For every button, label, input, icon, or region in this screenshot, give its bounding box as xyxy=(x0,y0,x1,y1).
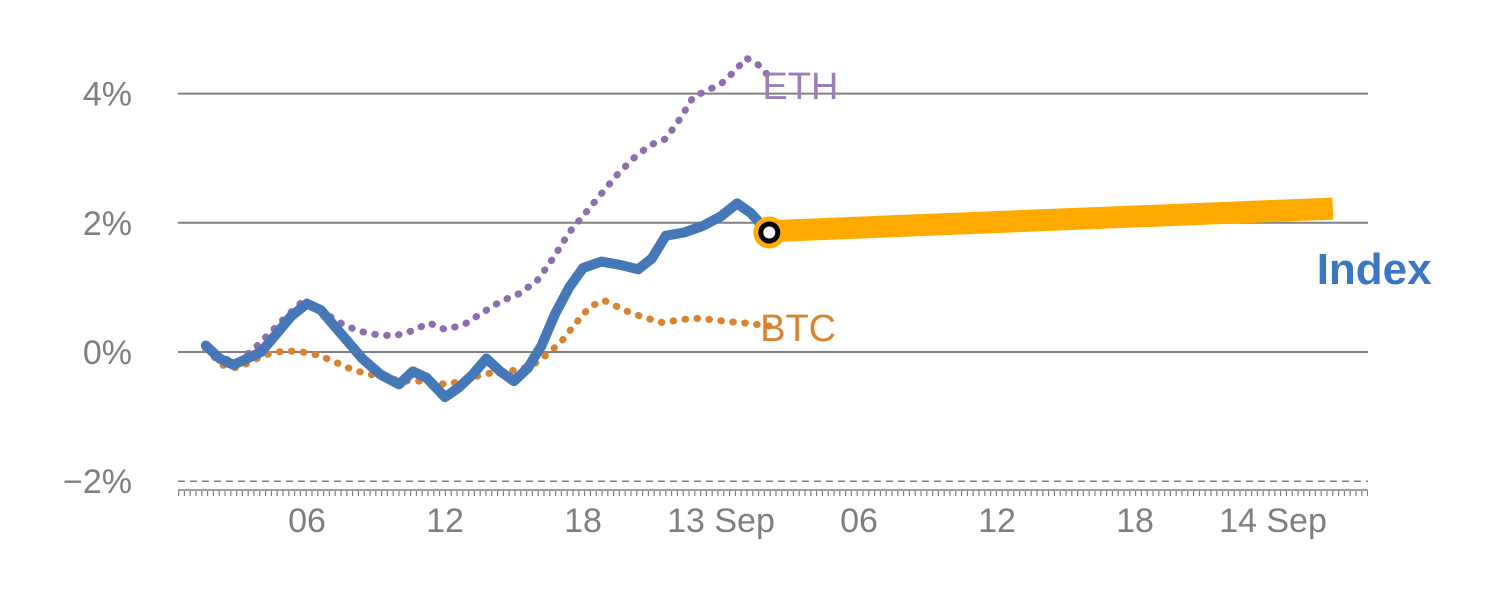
btc-line xyxy=(202,296,776,388)
index-label: Index xyxy=(1317,245,1432,294)
x-tick-label-4: 06 xyxy=(840,502,878,540)
y-tick-label-0%: 0% xyxy=(83,334,132,372)
x-tick-label-6: 18 xyxy=(1116,502,1154,540)
y-tick-label-2%: 2% xyxy=(83,205,132,243)
eth-label: ETH xyxy=(762,66,838,108)
x-tick-label-3: 13 Sep xyxy=(667,502,775,540)
x-tick-label-7: 14 Sep xyxy=(1219,502,1327,540)
current-point-marker xyxy=(758,221,781,244)
index-line xyxy=(200,198,772,403)
x-tick-label-2: 18 xyxy=(564,502,602,540)
x-tick-label-0: 06 xyxy=(288,502,326,540)
x-tick-label-5: 12 xyxy=(978,502,1016,540)
y-tick-label-−2%: −2% xyxy=(63,463,132,501)
x-tick-label-1: 12 xyxy=(426,502,464,540)
index-projection-band xyxy=(768,197,1334,243)
btc-label: BTC xyxy=(760,308,836,350)
y-tick-label-4%: 4% xyxy=(83,76,132,114)
